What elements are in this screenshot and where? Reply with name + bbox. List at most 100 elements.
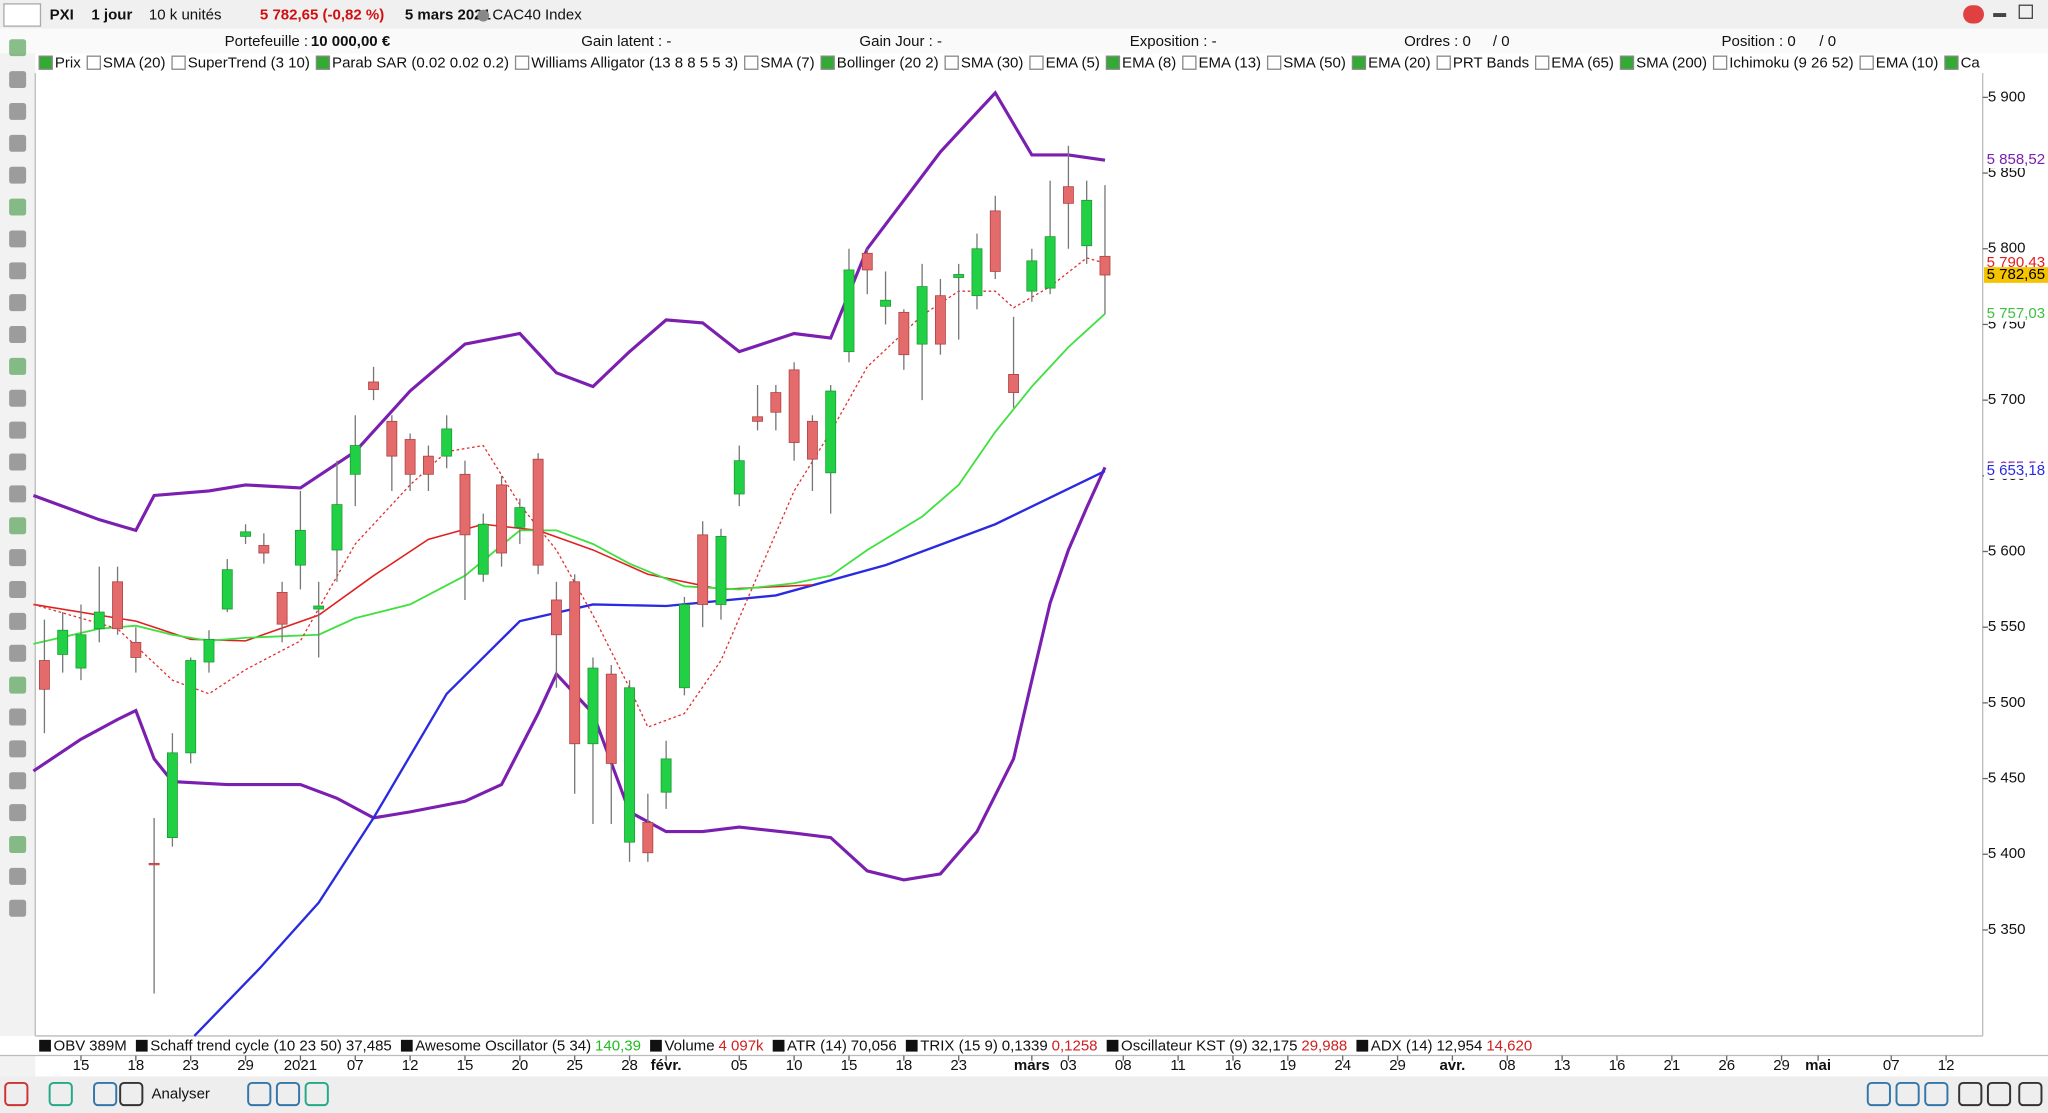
- indicator-label[interactable]: Ichimoku (9 26 52): [1729, 54, 1853, 71]
- indicator-label[interactable]: Parab SAR (0.02 0.02 0.2): [332, 54, 509, 71]
- sub-indicator-name[interactable]: Awesome Oscillator (5 34): [415, 1037, 591, 1054]
- tool-icon[interactable]: [9, 517, 27, 535]
- indicator-label[interactable]: EMA (8): [1122, 54, 1176, 71]
- indicator-label[interactable]: SMA (50): [1283, 54, 1346, 71]
- indicator-checkbox[interactable]: [1859, 55, 1874, 70]
- tool-icon[interactable]: [9, 804, 27, 822]
- indicator-checkbox[interactable]: [1105, 55, 1121, 70]
- indicator-checkbox[interactable]: [1266, 55, 1282, 70]
- period[interactable]: 1 jour: [91, 7, 132, 24]
- indicator-checkbox[interactable]: [1029, 55, 1044, 70]
- indicator-checkbox[interactable]: [171, 55, 186, 70]
- sub-indicator-name[interactable]: ATR (14): [787, 1037, 847, 1054]
- tool-icon[interactable]: [9, 389, 27, 407]
- toolbar-icon[interactable]: [93, 1081, 118, 1107]
- orders[interactable]: Ordres : 0: [1404, 33, 1471, 50]
- indicator-label[interactable]: EMA (5): [1046, 54, 1100, 71]
- tool-icon[interactable]: [9, 198, 27, 216]
- tool-icon[interactable]: [9, 230, 27, 248]
- tool-icon[interactable]: [9, 676, 27, 694]
- tool-icon[interactable]: [9, 772, 27, 790]
- tool-icon[interactable]: [9, 262, 27, 280]
- indicator-label[interactable]: EMA (65): [1551, 54, 1614, 71]
- tool-icon[interactable]: [9, 357, 27, 375]
- tool-icon[interactable]: [9, 421, 27, 439]
- tool-icon[interactable]: [9, 102, 27, 120]
- indicator-label[interactable]: EMA (10): [1876, 54, 1939, 71]
- sub-indicator-name[interactable]: TRIX (15 9): [920, 1037, 998, 1054]
- indicator-label[interactable]: SMA (7): [760, 54, 814, 71]
- indicator-label[interactable]: Prix: [55, 54, 81, 71]
- orders-2[interactable]: / 0: [1493, 33, 1510, 50]
- toolbar-icon[interactable]: [1924, 1081, 1949, 1107]
- tool-icon[interactable]: [9, 708, 27, 726]
- tool-icon[interactable]: [9, 39, 27, 57]
- indicator-checkbox[interactable]: [38, 55, 53, 70]
- sub-indicator-name[interactable]: Oscillateur KST (9): [1121, 1037, 1248, 1054]
- indicator-checkbox[interactable]: [1534, 55, 1550, 70]
- indicator-label[interactable]: SMA (30): [961, 54, 1024, 71]
- position-2[interactable]: / 0: [1819, 33, 1836, 50]
- indicator-checkbox[interactable]: [1712, 55, 1728, 70]
- candle-body: [386, 420, 398, 457]
- tool-icon[interactable]: [9, 294, 27, 312]
- toolbar-icon[interactable]: [48, 1081, 73, 1107]
- toolbar-icon[interactable]: [2018, 1081, 2043, 1107]
- tool-icon[interactable]: [9, 71, 27, 89]
- indicator-checkbox[interactable]: [1351, 55, 1367, 70]
- indicator-label[interactable]: SuperTrend (3 10): [188, 54, 310, 71]
- indicator-label[interactable]: EMA (13): [1198, 54, 1261, 71]
- tool-icon[interactable]: [9, 740, 27, 758]
- tool-icon[interactable]: [9, 326, 27, 344]
- toolbar-icon[interactable]: [247, 1081, 272, 1107]
- indicator-checkbox[interactable]: [1436, 55, 1451, 70]
- indicator-label[interactable]: Ca: [1961, 54, 1981, 71]
- tool-icon[interactable]: [9, 612, 27, 630]
- toolbar-icon[interactable]: [1895, 1081, 1920, 1107]
- indicator-checkbox[interactable]: [514, 55, 530, 70]
- indicator-label[interactable]: SMA (200): [1636, 54, 1707, 71]
- sub-indicator-name[interactable]: Volume: [664, 1037, 714, 1054]
- tool-icon[interactable]: [9, 867, 27, 885]
- indicator-checkbox[interactable]: [86, 55, 101, 70]
- tool-icon[interactable]: [9, 485, 27, 503]
- indicator-checkbox[interactable]: [1619, 55, 1635, 70]
- analyze-button[interactable]: Analyser: [152, 1086, 210, 1103]
- sub-indicator-name[interactable]: Schaff trend cycle (10 23 50): [150, 1037, 342, 1054]
- toolbar-icon[interactable]: [4, 1081, 29, 1107]
- indicator-label[interactable]: Williams Alligator (13 8 8 5 5 3): [531, 54, 738, 71]
- refresh-icon[interactable]: [1963, 5, 1984, 24]
- indicator-label[interactable]: EMA (20): [1368, 54, 1431, 71]
- tool-icon[interactable]: [9, 549, 27, 567]
- tool-icon[interactable]: [9, 581, 27, 599]
- toolbar-icon[interactable]: [119, 1081, 144, 1107]
- position[interactable]: Position : 0: [1721, 33, 1795, 50]
- tool-icon[interactable]: [9, 644, 27, 662]
- sub-indicator-name[interactable]: ADX (14): [1371, 1037, 1433, 1054]
- tool-icon[interactable]: [9, 134, 27, 152]
- toolbar-icon[interactable]: [1866, 1081, 1891, 1107]
- toolbar-icon[interactable]: [304, 1081, 329, 1107]
- tool-icon[interactable]: [9, 166, 27, 184]
- tool-icon[interactable]: [9, 899, 27, 917]
- indicator-checkbox[interactable]: [744, 55, 759, 70]
- maximize[interactable]: [2018, 4, 2033, 19]
- tool-icon[interactable]: [9, 453, 27, 471]
- minimize[interactable]: [1993, 13, 2007, 17]
- indicator-checkbox[interactable]: [315, 55, 331, 70]
- indicator-checkbox[interactable]: [820, 55, 835, 70]
- toolbar-icon[interactable]: [1958, 1081, 1983, 1107]
- units[interactable]: 10 k unités: [149, 7, 222, 24]
- symbol[interactable]: PXI: [50, 7, 74, 24]
- tool-icon[interactable]: [9, 836, 27, 854]
- indicator-label[interactable]: SMA (20): [103, 54, 166, 71]
- symbol-box[interactable]: [3, 3, 42, 27]
- indicator-checkbox[interactable]: [1182, 55, 1197, 70]
- indicator-checkbox[interactable]: [1944, 55, 1959, 70]
- indicator-checkbox[interactable]: [944, 55, 959, 70]
- toolbar-icon[interactable]: [275, 1081, 301, 1107]
- indicator-label[interactable]: PRT Bands: [1453, 54, 1529, 71]
- sub-indicator-name[interactable]: OBV: [54, 1037, 86, 1054]
- toolbar-icon[interactable]: [1986, 1081, 2012, 1107]
- indicator-label[interactable]: Bollinger (20 2): [837, 54, 939, 71]
